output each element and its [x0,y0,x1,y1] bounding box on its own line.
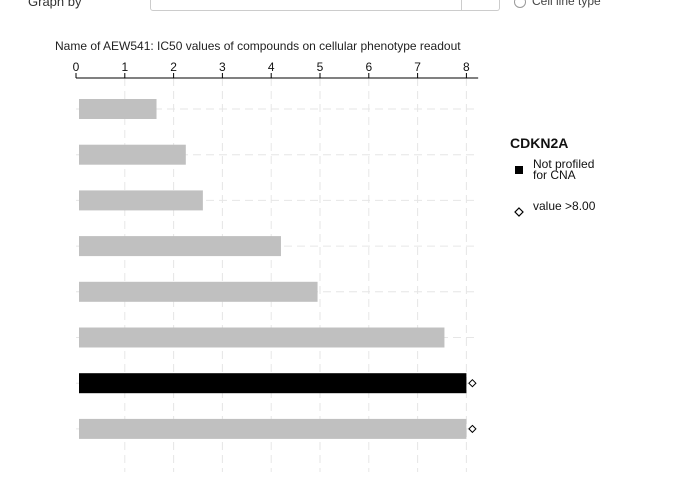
chart-title: Name of AEW541: IC50 values of compounds… [55,39,461,53]
legend-title: CDKN2A [510,135,569,151]
bar [79,190,203,211]
x-tick-label: 1 [121,60,128,74]
bar [79,236,281,257]
legend-item-value-exceeds: value >8.00 [510,199,680,217]
bars [79,99,467,439]
overflow-diamond-icon [468,378,477,388]
x-tick-label: 8 [463,60,470,74]
graph-by-select[interactable] [150,0,462,11]
bar [79,373,467,394]
cell-line-type-label: Cell line type [532,0,601,8]
bar [79,281,318,302]
legend: CDKN2A Not profiled for CNA value >8.00 [510,135,680,232]
overflow-markers [468,378,477,434]
open-diamond-icon [514,207,524,217]
graph-controls: Graph by Cell line type [0,0,691,13]
x-tick-label: 5 [317,60,324,74]
bar [79,418,467,439]
x-tick-label: 7 [414,60,421,74]
legend-label-line: Not profiled [533,157,595,171]
grid-lines [76,78,477,472]
legend-item-not-profiled: Not profiled for CNA [510,157,680,182]
bar [79,327,445,348]
bar [79,99,157,119]
x-tick-label: 3 [219,60,226,74]
legend-label-line: value >8.00 [533,199,596,213]
x-tick-label: 4 [268,60,275,74]
bar [79,144,186,165]
dropdown-toggle-button[interactable] [462,0,500,11]
radio-icon[interactable] [514,0,526,8]
cell-line-type-option[interactable]: Cell line type [514,0,691,12]
filled-square-icon [515,166,523,174]
x-tick-label: 2 [170,60,177,74]
x-tick-label: 6 [365,60,372,74]
x-tick-label: 0 [73,60,80,74]
graph-by-label: Graph by [28,0,82,9]
legend-label-line: for CNA [533,168,576,182]
x-axis: 0 1 2 3 4 5 6 7 8 [73,60,479,79]
overflow-diamond-icon [468,424,477,434]
